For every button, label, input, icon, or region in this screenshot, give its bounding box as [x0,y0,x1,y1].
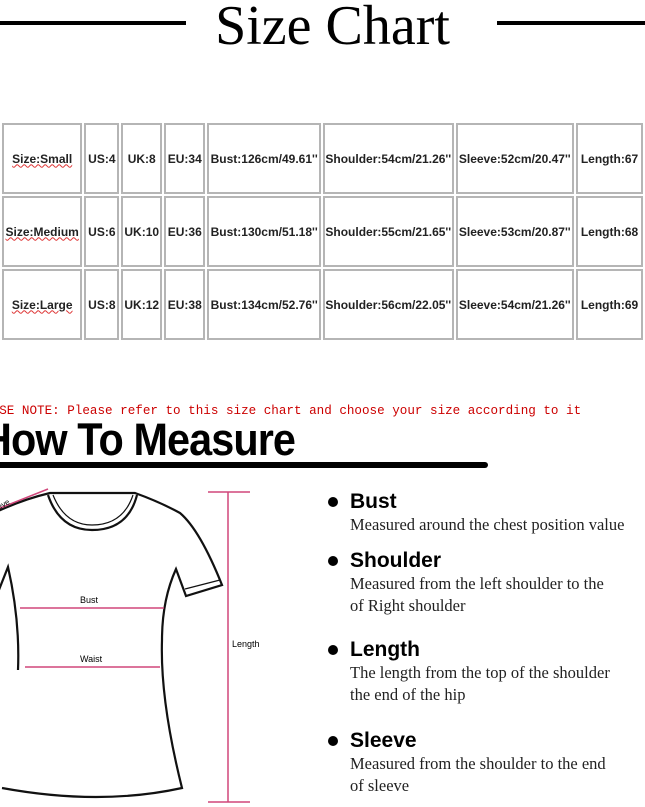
measure-item-shoulder: Shoulder Measured from the left shoulder … [328,549,604,617]
measure-heading: Bust [350,490,397,513]
cell-length: Length:67 [576,123,643,194]
cell-us: US:8 [84,269,120,340]
measure-description: of sleeve [350,776,410,795]
cell-uk: UK:12 [121,269,163,340]
cell-uk: UK:8 [121,123,163,194]
measure-description: of Right shoulder [350,596,466,615]
title-rule-left [0,21,186,25]
cell-bust: Bust:134cm/52.76'' [207,269,321,340]
measure-item-length: Length The length from the top of the sho… [328,638,610,706]
bullet-icon [328,645,338,655]
length-label: Length [232,639,260,649]
table-row: Size:Large US:8 UK:12 EU:38 Bust:134cm/52.76… [2,269,643,340]
size-label: Size:Medium [5,224,79,239]
sleeve-label: Sleeve [0,497,12,517]
measure-description: Measured around the chest position value [350,515,625,534]
size-label: Size:Large [11,297,73,312]
bust-label: Bust [80,595,99,605]
table-row: Size:Small US:4 UK:8 EU:34 Bust:126cm/49.61'… [2,123,643,194]
cell-shoulder: Shoulder:55cm/21.65'' [322,196,454,267]
cell-shoulder: Shoulder:56cm/22.05'' [322,269,454,340]
bullet-icon [328,556,338,566]
cell-size: Size:Small [2,123,83,194]
cell-sleeve: Sleeve:53cm/20.87'' [455,196,575,267]
measure-description: Measured from the left shoulder to the [350,574,604,593]
bullet-icon [328,497,338,507]
page-title: Size Chart [215,0,450,57]
sleeve-measure-line [0,488,49,509]
cell-bust: Bust:130cm/51.18'' [207,196,321,267]
cell-us: US:6 [84,196,120,267]
size-label: Size:Small [12,151,73,166]
measure-description: The length from the top of the shoulder [350,663,610,682]
cell-sleeve: Sleeve:52cm/20.47'' [455,123,575,194]
cell-us: US:4 [84,123,120,194]
title-rule-right [497,21,645,25]
tshirt-outline-icon [0,491,224,799]
tshirt-diagram: Bust Waist Length Sleeve [0,488,260,803]
cell-sleeve: Sleeve:54cm/21.26'' [455,269,575,340]
cell-size: Size:Medium [2,196,83,267]
table-row: Size:Medium US:6 UK:10 EU:36 Bust:130cm/51.1… [2,196,643,267]
measure-heading: Length [350,638,420,661]
waist-label: Waist [80,654,103,664]
measure-heading: Shoulder [350,549,442,572]
measure-item-sleeve: Sleeve Measured from the shoulder to the … [328,729,606,797]
title-underline [0,462,488,468]
cell-shoulder: Shoulder:54cm/21.26'' [322,123,454,194]
cell-length: Length:69 [576,269,643,340]
cell-eu: EU:38 [164,269,206,340]
cell-eu: EU:36 [164,196,206,267]
measure-description: the end of the hip [350,685,466,704]
bullet-icon [328,736,338,746]
cell-eu: EU:34 [164,123,206,194]
measure-heading: Sleeve [350,729,417,752]
size-table: Size:Small US:4 UK:8 EU:34 Bust:126cm/49.61'… [0,121,645,342]
cell-bust: Bust:126cm/49.61'' [207,123,321,194]
cell-uk: UK:10 [121,196,163,267]
cell-size: Size:Large [2,269,83,340]
cell-length: Length:68 [576,196,643,267]
how-to-measure-title: How To Measure [0,414,296,465]
size-note: PLEASE NOTE: Please refer to this size c… [0,404,582,418]
measure-item-bust: Bust Measured around the chest position v… [328,490,624,536]
measure-description: Measured from the shoulder to the end [350,754,606,773]
